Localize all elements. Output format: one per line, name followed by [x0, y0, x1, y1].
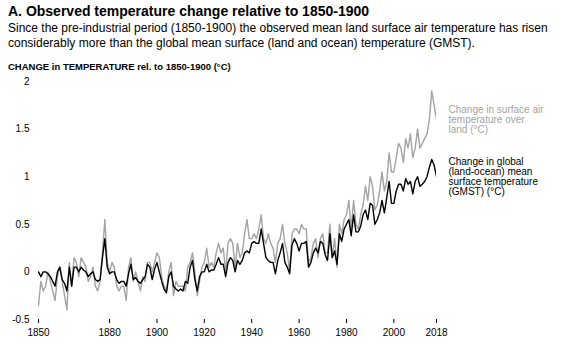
svg-text:0.5: 0.5	[16, 219, 30, 230]
svg-text:Change in global(land-ocean) m: Change in global(land-ocean) meansurface…	[449, 156, 539, 197]
svg-text:1940: 1940	[241, 327, 264, 338]
svg-text:1880: 1880	[98, 327, 121, 338]
html-text:A. Observed temperature change: A. Observed temperature change relative …	[8, 3, 370, 19]
html-text:Since the pre-industrial perio: Since the pre-industrial period (1850-19…	[8, 21, 548, 50]
svg-text:1920: 1920	[193, 327, 216, 338]
svg-text:2: 2	[24, 76, 30, 87]
svg-text:1980: 1980	[335, 327, 358, 338]
svg-text:1: 1	[24, 171, 30, 182]
svg-text:Change in surface airtemperatu: Change in surface airtemperature overlan…	[449, 104, 545, 135]
svg-text:1850: 1850	[27, 327, 50, 338]
html-text:CHANGE in TEMPERATURE rel. to: CHANGE in TEMPERATURE rel. to 1850-1900 …	[8, 61, 231, 72]
svg-text:1960: 1960	[288, 327, 311, 338]
svg-text:1900: 1900	[146, 327, 169, 338]
svg-text:0: 0	[24, 266, 30, 277]
svg-text:1.5: 1.5	[16, 123, 30, 134]
svg-text:2018: 2018	[425, 327, 448, 338]
svg-text:-0.5: -0.5	[12, 314, 30, 325]
svg-text:2000: 2000	[383, 327, 406, 338]
